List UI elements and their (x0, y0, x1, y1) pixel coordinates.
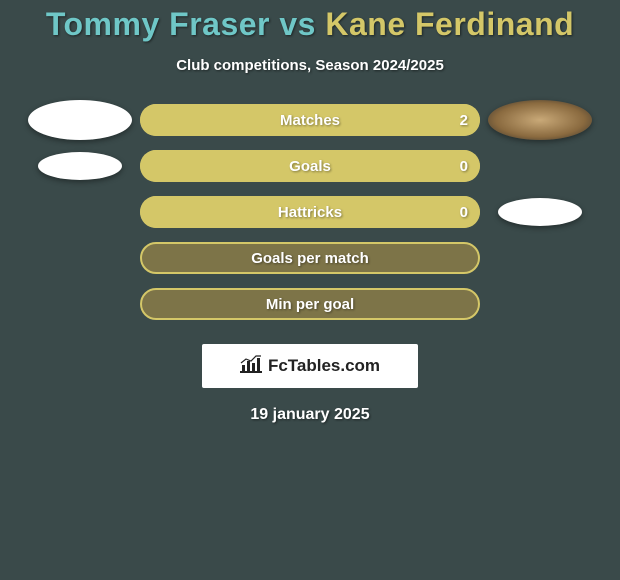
player2-flag-slot-2 (480, 198, 600, 226)
player2-flag (498, 198, 582, 226)
player2-name: Kane Ferdinand (325, 6, 574, 42)
brand-badge[interactable]: FcTables.com (202, 344, 418, 388)
bar-matches-val-right: 2 (460, 112, 468, 129)
stat-row-mpg: Min per goal (0, 288, 620, 320)
chart-icon (240, 355, 262, 378)
bar-mpg: Min per goal (140, 288, 480, 320)
comparison-card: Tommy Fraser vs Kane Ferdinand Club comp… (0, 0, 620, 424)
bar-hattricks-val-right: 0 (460, 204, 468, 221)
stat-row-hattricks: Hattricks 0 (0, 196, 620, 228)
player1-flag (38, 152, 122, 180)
bar-hattricks-label: Hattricks (278, 204, 342, 221)
bar-goals-val-right: 0 (460, 158, 468, 175)
stat-row-matches: Matches 2 (0, 104, 620, 136)
brand-text: FcTables.com (268, 356, 380, 376)
page-title: Tommy Fraser vs Kane Ferdinand (0, 6, 620, 43)
player1-photo-slot (20, 100, 140, 140)
player1-flag-slot (20, 152, 140, 180)
bar-hattricks: Hattricks 0 (140, 196, 480, 228)
vs-separator: vs (270, 6, 325, 42)
player2-photo-slot (480, 100, 600, 140)
date-text: 19 january 2025 (0, 406, 620, 424)
player1-photo (28, 100, 132, 140)
player1-name: Tommy Fraser (46, 6, 270, 42)
bar-goals-label: Goals (289, 158, 331, 175)
bar-matches-label: Matches (280, 112, 340, 129)
bar-goals: Goals 0 (140, 150, 480, 182)
stat-row-goals: Goals 0 (0, 150, 620, 182)
bar-mpg-label: Min per goal (266, 296, 354, 313)
player2-photo (488, 100, 592, 140)
stat-row-gpm: Goals per match (0, 242, 620, 274)
subtitle: Club competitions, Season 2024/2025 (0, 57, 620, 74)
bar-gpm-label: Goals per match (251, 250, 369, 267)
bar-matches: Matches 2 (140, 104, 480, 136)
bar-gpm: Goals per match (140, 242, 480, 274)
